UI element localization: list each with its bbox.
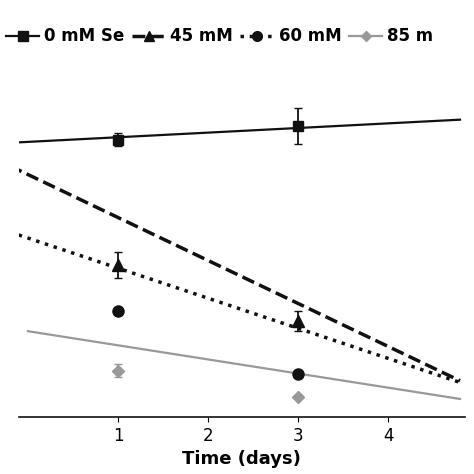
Legend: 0 mM Se, 45 mM, 60 mM, 85 m: 0 mM Se, 45 mM, 60 mM, 85 m [0,21,439,52]
X-axis label: Time (days): Time (days) [182,450,301,468]
